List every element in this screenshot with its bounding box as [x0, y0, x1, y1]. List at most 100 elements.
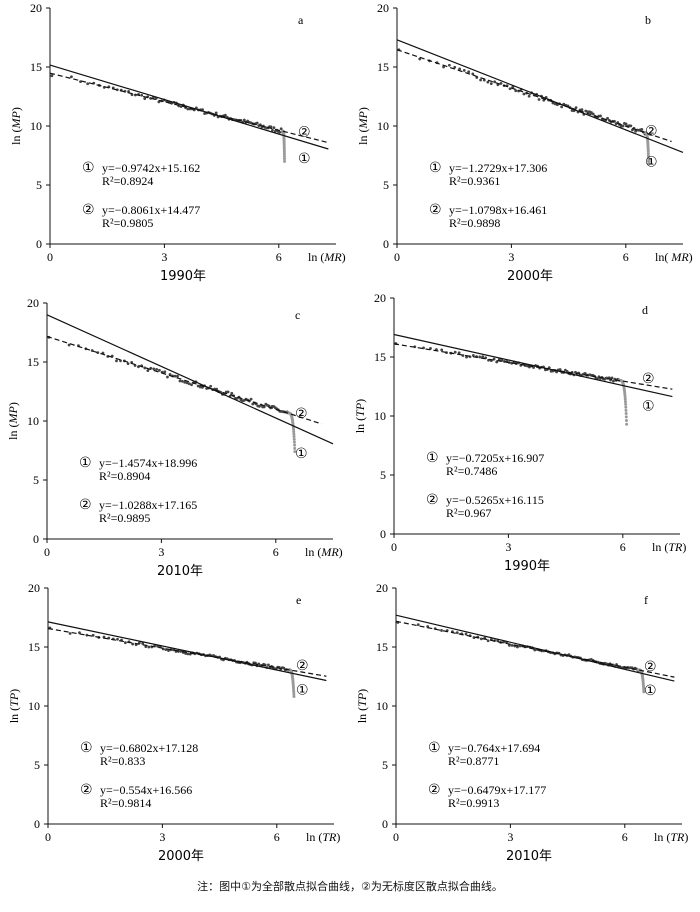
x-axis-label: ln (MR) [308, 250, 346, 264]
x-tick-label: 0 [393, 830, 399, 844]
year-label: 1990年 [160, 269, 206, 284]
y-tick-label: 5 [382, 758, 388, 772]
scatter-point [67, 343, 71, 347]
equation-marker-1: ① [428, 740, 441, 756]
scatter-point [186, 652, 190, 656]
panel-letter: a [298, 13, 304, 27]
equation-2: y=−0.6479x+17.177 [448, 783, 546, 797]
scatter-point [640, 128, 644, 131]
x-tick-label: 3 [159, 830, 165, 844]
scatter-point [467, 70, 471, 74]
line-end-marker-1: ① [296, 682, 309, 698]
y-tick-label: 15 [30, 60, 42, 74]
line-end-marker-2: ② [644, 659, 657, 675]
scatter-point [272, 126, 276, 130]
y-axis-label-variable: MP [356, 110, 370, 129]
scatter-point [493, 80, 497, 84]
y-tick-label: 5 [34, 758, 40, 772]
fit-line-all-points [393, 333, 673, 398]
y-tick-label: 0 [34, 817, 40, 831]
equation-1: y=−0.6802x+17.128 [100, 741, 198, 755]
line-end-marker-1: ① [644, 683, 657, 699]
scatter-point [599, 114, 602, 118]
equation-1: y=−0.764x+17.694 [448, 741, 540, 755]
scatter-point [510, 361, 514, 365]
tail-point [625, 422, 629, 426]
scatter-point [458, 67, 462, 71]
equation-marker-1: ① [80, 740, 93, 756]
equation-1: y=−0.7205x+16.907 [446, 451, 544, 465]
equation-2: y=−0.554x+16.566 [100, 783, 192, 797]
x-tick-label: 3 [508, 250, 514, 264]
x-axis-label-variable: TR [668, 540, 683, 554]
year-label: 2000年 [507, 269, 553, 284]
fit-line-all-points [49, 64, 329, 150]
scatter-point [278, 130, 282, 134]
scatter-point [176, 374, 179, 378]
y-tick-label: 20 [27, 296, 39, 310]
scatter-point [226, 390, 230, 394]
r-squared-1: R²=0.7486 [446, 464, 497, 478]
scatter-point [574, 106, 578, 110]
scatter-point [163, 370, 167, 374]
y-tick-label: 15 [377, 60, 389, 74]
scatter-point [279, 127, 283, 131]
r-squared-1: R²=0.9361 [449, 174, 500, 188]
r-squared-2: R²=0.9805 [102, 216, 153, 230]
tail-point [282, 154, 286, 158]
x-tick-label: 6 [622, 830, 628, 844]
x-axis-label-variable: TR [670, 830, 685, 844]
line-end-marker-2: ② [295, 406, 308, 422]
scatter-point [131, 642, 135, 646]
scatter-point [455, 631, 459, 635]
tail-point [292, 437, 296, 441]
tail-point [624, 408, 628, 412]
equation-marker-2: ② [82, 202, 95, 218]
scatter-point [537, 98, 541, 101]
tail-point [623, 397, 627, 401]
scatter-point [612, 379, 615, 383]
scatter-point [422, 346, 425, 350]
y-axis-label: ln (MP) [6, 402, 20, 440]
y-tick-label: 5 [33, 473, 39, 487]
scatter-point [621, 124, 625, 128]
figure-caption: 注：图中①为全部散点拟合曲线，②为无标度区散点拟合曲线。 [197, 880, 503, 893]
scatter-point [514, 89, 518, 93]
scatter-point [249, 397, 253, 401]
scatter-point [457, 351, 461, 355]
tail-point [623, 393, 627, 397]
scatter-point [486, 80, 490, 84]
line-end-marker-2: ② [642, 371, 655, 387]
line-end-marker-2: ② [645, 124, 658, 140]
y-axis-label-variable: TP [355, 692, 369, 707]
scatter-point [440, 629, 443, 632]
x-tick-label: 6 [623, 250, 629, 264]
tail-point [624, 412, 628, 416]
scatter-point [179, 649, 183, 653]
y-axis-label-suffix: ) [6, 402, 20, 406]
tail-point [624, 415, 628, 419]
scatter-point [180, 379, 184, 383]
y-axis-label-prefix: ln ( [355, 707, 369, 723]
tail-point [293, 446, 297, 450]
tail-point [624, 419, 628, 423]
equation-1: y=−1.4574x+18.996 [99, 456, 197, 470]
scatter-point [471, 72, 475, 76]
scatter-point [440, 348, 444, 352]
y-tick-label: 20 [28, 581, 40, 595]
equation-marker-1: ① [82, 160, 95, 176]
y-axis-label-prefix: ln ( [7, 707, 21, 723]
y-axis-label: ln (TP) [355, 689, 369, 723]
tail-point [646, 152, 650, 156]
equation-marker-1: ① [426, 450, 439, 466]
y-tick-label: 10 [376, 699, 388, 713]
tail-point [292, 692, 296, 696]
scatter-point [479, 78, 483, 82]
x-axis-label-suffix: ) [336, 830, 340, 844]
equation-marker-2: ② [429, 202, 442, 218]
y-axis-label-variable: MP [9, 110, 23, 129]
line-end-marker-2: ② [296, 658, 309, 674]
y-tick-label: 20 [376, 581, 388, 595]
equation-1: y=−0.9742x+15.162 [102, 161, 200, 175]
